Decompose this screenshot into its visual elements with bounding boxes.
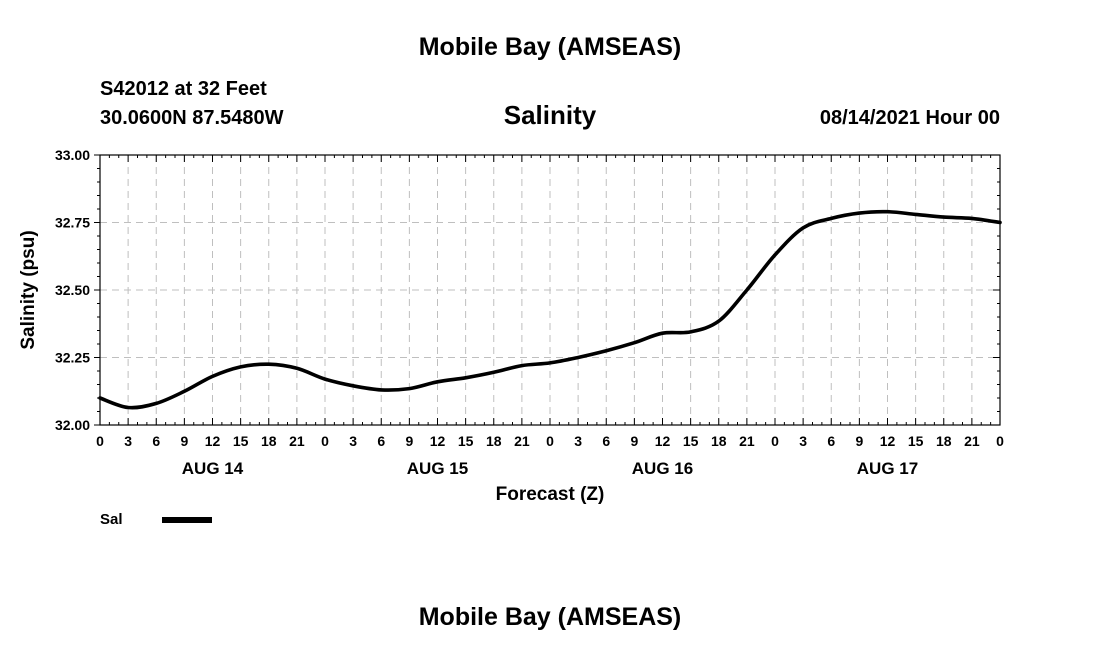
x-tick-label: 18: [936, 433, 952, 449]
x-tick-label: 3: [574, 433, 582, 449]
x-tick-label: 15: [683, 433, 699, 449]
x-tick-label: 21: [289, 433, 305, 449]
x-tick-label: 0: [321, 433, 329, 449]
plot-frame: [99, 154, 1001, 426]
x-tick-label: 18: [261, 433, 277, 449]
forecast-datetime: 08/14/2021 Hour 00: [820, 107, 1000, 129]
x-tick-label: 15: [458, 433, 474, 449]
legend: Sal: [100, 511, 212, 528]
x-tick-label: 9: [405, 433, 413, 449]
y-axis-ticks: 32.00 32.25 32.50 32.75 33.00: [55, 147, 1000, 433]
x-tick-label: 0: [546, 433, 554, 449]
x-tick-label: 6: [152, 433, 160, 449]
x-tick-label: 6: [602, 433, 610, 449]
x-tick-label: 12: [655, 433, 671, 449]
x-tick-label: 9: [855, 433, 863, 449]
grid-lines: [100, 155, 1000, 425]
x-tick-label: 12: [880, 433, 896, 449]
x-tick-label: 3: [799, 433, 807, 449]
series-line-sal: [98, 209, 1002, 410]
day-label: AUG 17: [857, 459, 918, 478]
location-label: 30.0600N 87.5480W: [100, 107, 284, 129]
day-labels: AUG 14 AUG 15 AUG 16 AUG 17: [182, 459, 918, 478]
x-tick-label: 18: [486, 433, 502, 449]
x-axis-label: Forecast (Z): [496, 484, 605, 505]
x-tick-label: 15: [908, 433, 924, 449]
y-tick-label: 32.00: [55, 417, 90, 433]
x-tick-label: 6: [377, 433, 385, 449]
y-tick-label: 33.00: [55, 147, 90, 163]
x-tick-label: 21: [514, 433, 530, 449]
x-tick-label: 6: [827, 433, 835, 449]
footer-title: Mobile Bay (AMSEAS): [419, 603, 682, 631]
y-tick-label: 32.25: [55, 350, 90, 366]
plot-title: Salinity: [504, 100, 597, 130]
x-tick-label: 9: [180, 433, 188, 449]
y-axis-label: Salinity (psu): [18, 230, 39, 349]
day-label: AUG 14: [182, 459, 244, 478]
y-tick-label: 32.50: [55, 282, 90, 298]
x-tick-label: 0: [96, 433, 104, 449]
x-tick-label: 0: [996, 433, 1004, 449]
x-tick-label: 12: [205, 433, 221, 449]
figure-title: Mobile Bay (AMSEAS): [419, 33, 682, 61]
station-label: S42012 at 32 Feet: [100, 78, 267, 100]
x-tick-label: 21: [739, 433, 755, 449]
day-label: AUG 16: [632, 459, 693, 478]
day-label: AUG 15: [407, 459, 468, 478]
x-tick-label: 21: [964, 433, 980, 449]
x-tick-label: 9: [630, 433, 638, 449]
x-tick-label: 3: [124, 433, 132, 449]
legend-label-sal: Sal: [100, 511, 123, 528]
x-tick-label: 15: [233, 433, 249, 449]
y-tick-label: 32.75: [55, 215, 90, 231]
x-tick-label: 18: [711, 433, 727, 449]
x-tick-label: 12: [430, 433, 446, 449]
x-tick-label: 0: [771, 433, 779, 449]
x-tick-label: 3: [349, 433, 357, 449]
